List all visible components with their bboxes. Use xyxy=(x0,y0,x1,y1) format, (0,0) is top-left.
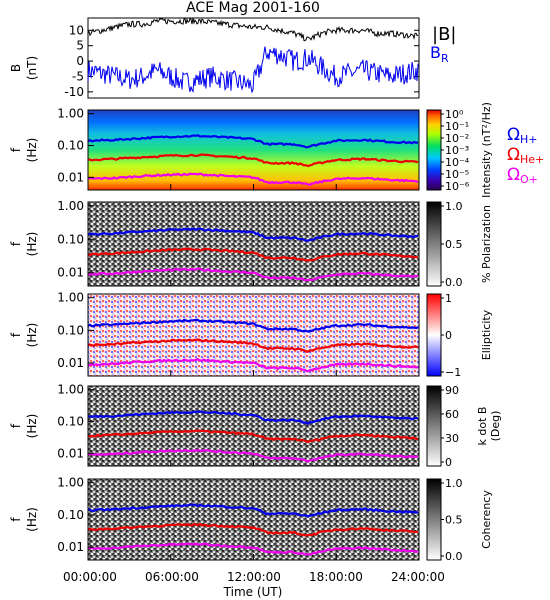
y-tick-label: 10 xyxy=(69,23,84,37)
colorbar-label: Intensity (nT²/Hz) xyxy=(480,102,493,198)
freq-ylabel-unit: (Hz) xyxy=(25,232,39,257)
freq-ylabel: f xyxy=(9,517,23,522)
panel-coherency: 1.00 0.10 0.01 f (Hz) 1.0 0.5 0.0 Coherency xyxy=(9,476,493,563)
y-tick-label: -5 xyxy=(72,69,84,83)
y-tick-label: 0.01 xyxy=(57,356,84,370)
colorbar-tick-label: −1 xyxy=(445,366,461,379)
colorbar-tick-label: 1 xyxy=(445,292,452,305)
legend-omega-h: ΩH+ xyxy=(507,125,538,146)
colorbar-tick-label: 10⁻⁶ xyxy=(445,180,470,193)
colorbar-tick-label: 0.0 xyxy=(445,276,463,289)
colorbar-tick-label: 90 xyxy=(445,384,459,397)
colorbar-label: Coherency xyxy=(480,490,493,549)
panel-intensity: 1.00 0.10 0.01 f (Hz) 10⁰10⁻¹10⁻²10⁻³10⁻⁴10⁻⁵… xyxy=(9,102,493,198)
legend-omega-o: ΩO+ xyxy=(507,165,538,186)
y-tick-label: -10 xyxy=(64,85,84,99)
freq-ylabel: f xyxy=(9,241,23,246)
colorbar-tick-label: 0 xyxy=(445,456,452,469)
y-tick-label: 0.10 xyxy=(57,508,84,522)
freq-ylabel: f xyxy=(9,147,23,152)
colorbar-coherency xyxy=(427,479,441,560)
y-tick-label: 1.00 xyxy=(57,199,84,213)
freq-ylabel: f xyxy=(9,332,23,337)
y-tick-label: 0.01 xyxy=(57,170,84,184)
panel-b-ylabel: B xyxy=(9,64,23,72)
y-tick-label: 5 xyxy=(76,39,84,53)
freq-ylabel-unit: (Hz) xyxy=(25,138,39,163)
freq-ylabel-unit: (Hz) xyxy=(25,414,39,439)
y-tick-label: 0.10 xyxy=(57,232,84,246)
colorbar-label: Ellipticity xyxy=(480,309,493,360)
x-tick-label: 06:00:00 xyxy=(145,570,199,584)
y-tick-label: 0.01 xyxy=(57,540,84,554)
x-axis: 00:00:00 06:00:00 12:00:00 18:00:00 24:0… xyxy=(63,570,445,599)
gyro-legend: ΩH+ ΩHe+ ΩO+ xyxy=(507,125,544,186)
y-tick-label: 0.10 xyxy=(57,414,84,428)
colorbar-tick-label: 30 xyxy=(445,432,459,445)
freq-ylabel: f xyxy=(9,423,23,428)
colorbar-tick-label: 0.0 xyxy=(445,550,463,563)
y-tick-label: 0 xyxy=(76,54,84,68)
y-tick-label: 1.00 xyxy=(57,383,84,397)
x-axis-label: Time (UT) xyxy=(223,585,283,599)
chart-title: ACE Mag 2001-160 xyxy=(186,0,320,16)
colorbar-ellipticity xyxy=(427,294,441,376)
y-tick-label: 1.00 xyxy=(57,476,84,490)
panel-b-ylabel-unit: (nT) xyxy=(25,56,39,80)
y-tick-label: 0.10 xyxy=(57,323,84,337)
x-tick-label: 24:00:00 xyxy=(391,570,445,584)
colorbar-tick-label: 0.5 xyxy=(445,238,463,251)
panel-b-field: 10 50-5 -10 B (nT) |B| BR xyxy=(9,18,456,99)
colorbar-tick-label: 0 xyxy=(445,329,452,342)
y-tick-label: 1.00 xyxy=(57,291,84,305)
colorbar-label-unit: (Deg) xyxy=(489,411,502,442)
panel-polarization: 1.00 0.10 0.01 f (Hz) 1.0 0.5 0.0 % Polarization xyxy=(9,199,493,289)
colorbar-tick-label: 1.0 xyxy=(445,200,463,213)
x-tick-label: 12:00:00 xyxy=(227,570,281,584)
colorbar-polarization xyxy=(427,202,441,286)
freq-ylabel-unit: (Hz) xyxy=(25,323,39,348)
colorbar-k-dot-b xyxy=(427,386,441,466)
panel-ellipticity: 1.00 0.10 0.01 f (Hz) 1 0 −1 Ellipticity xyxy=(9,291,493,379)
y-tick-label: 0.01 xyxy=(57,446,84,460)
colorbar-label: k dot B xyxy=(476,407,489,446)
y-tick-label: 1.00 xyxy=(57,107,84,121)
legend-b-magnitude: |B| xyxy=(432,24,456,45)
x-tick-label: 00:00:00 xyxy=(63,570,117,584)
colorbar-tick-label: 60 xyxy=(445,408,459,421)
legend-omega-he: ΩHe+ xyxy=(507,145,544,166)
colorbar-label: % Polarization xyxy=(480,205,493,283)
y-tick-label: 0.10 xyxy=(57,138,84,152)
x-tick-label: 18:00:00 xyxy=(309,570,363,584)
legend-br: BR xyxy=(430,43,449,65)
y-tick-label: 0.01 xyxy=(57,266,84,280)
spectral-panels: 1.000.100.01f (Hz)10⁰10⁻¹10⁻²10⁻³10⁻⁴10⁻⁵… xyxy=(9,102,502,563)
panel-k-dot-b: 1.00 0.10 0.01 f (Hz) 90 60 30 0 k dot B (Deg) xyxy=(9,383,502,469)
colorbar-tick-label: 1.0 xyxy=(445,477,463,490)
freq-ylabel-unit: (Hz) xyxy=(25,507,39,532)
colorbar-tick-label: 0.5 xyxy=(445,514,463,527)
colorbar-intensity xyxy=(427,110,441,190)
